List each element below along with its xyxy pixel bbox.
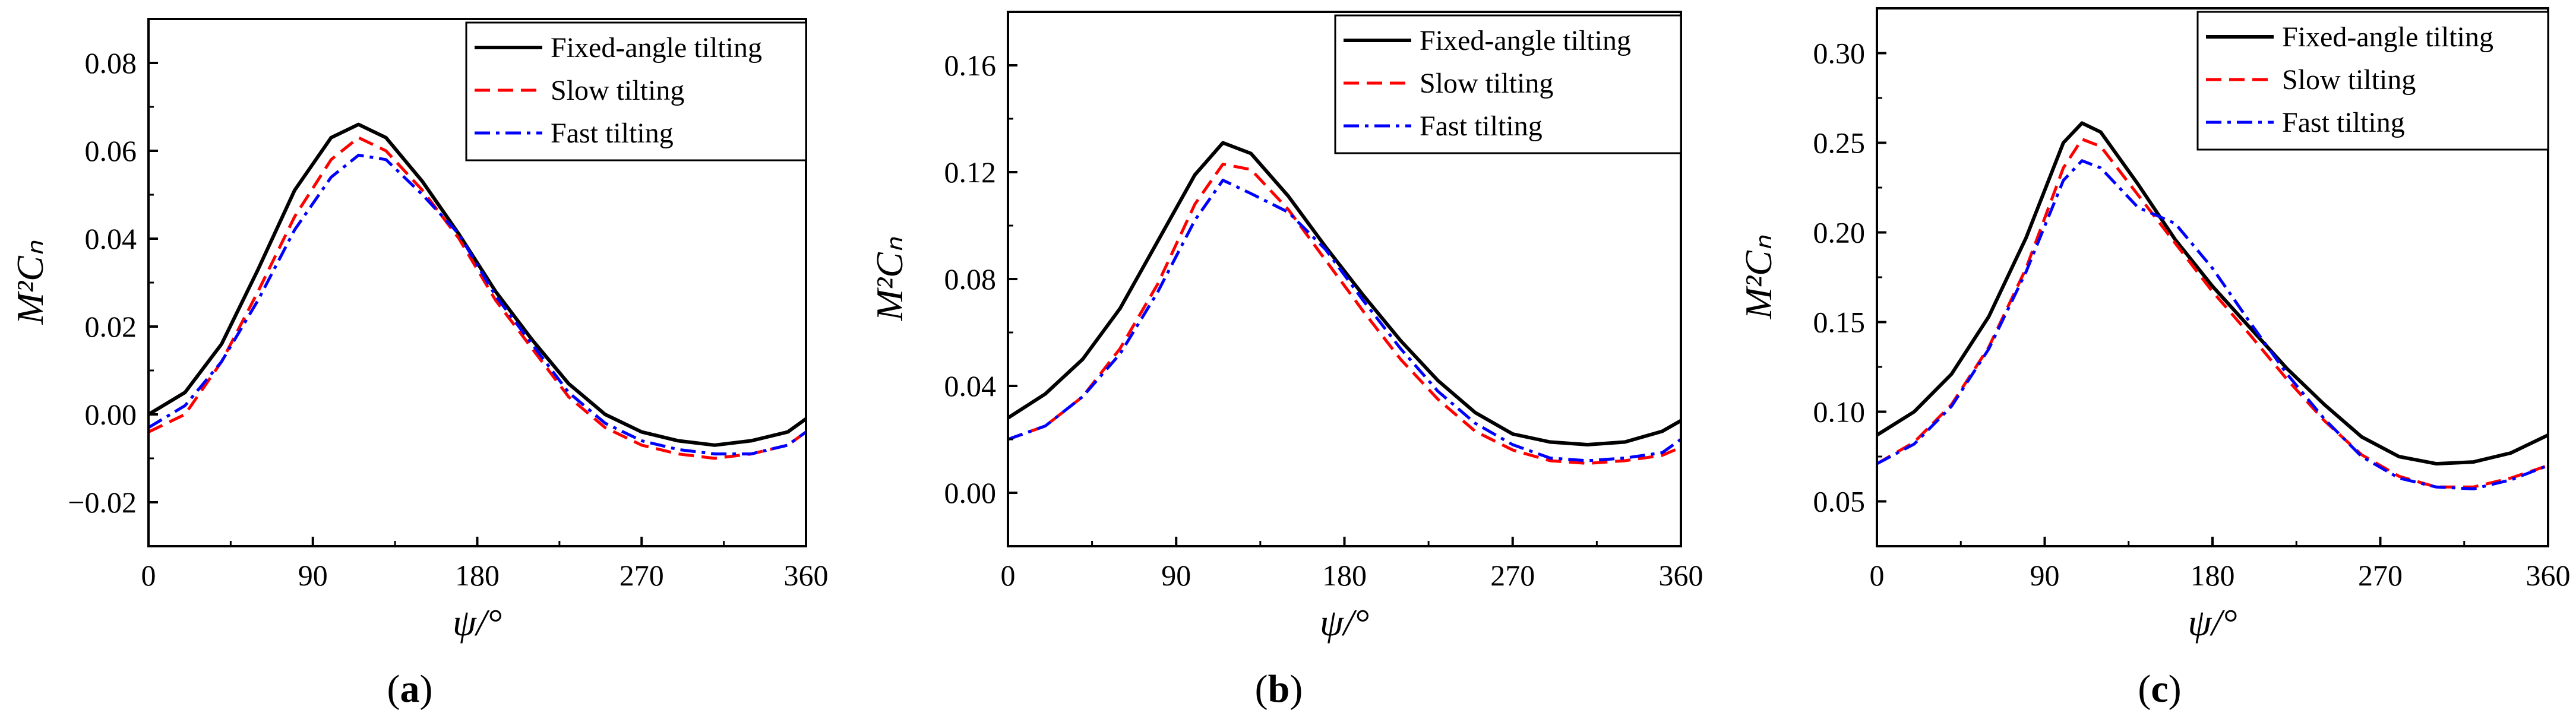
y-tick-label: 0.08 xyxy=(944,262,997,296)
series-line-fixed xyxy=(1008,141,1681,446)
x-tick-label: 90 xyxy=(2030,559,2060,592)
y-axis-title: M²Cₙ xyxy=(868,236,911,321)
y-tick-label: 0.06 xyxy=(85,134,137,167)
x-tick-label: 0 xyxy=(1870,559,1885,592)
x-tick-label: 270 xyxy=(1490,559,1535,592)
x-tick-label: 180 xyxy=(2191,559,2235,592)
series-line-fixed xyxy=(148,122,806,447)
y-tick-label: 0.05 xyxy=(1813,485,1866,518)
series-line-slow xyxy=(1008,163,1681,465)
x-tick-label: 0 xyxy=(141,559,156,592)
panel-label: (b) xyxy=(1255,667,1303,711)
y-tick-label: 0.08 xyxy=(85,46,137,80)
x-tick-label: 180 xyxy=(455,559,500,592)
x-tick-label: 90 xyxy=(1161,559,1191,592)
y-tick-label: 0.04 xyxy=(85,222,137,255)
y-tick-label: 0.25 xyxy=(1813,126,1866,160)
y-tick-label: 0.04 xyxy=(944,369,997,403)
x-tick-label: 360 xyxy=(784,559,829,592)
chart-panel-a: 0 90 180 270 360 −0.02 0.00 0.02 0.04 0.06 0.08 ψ/°… xyxy=(9,18,829,711)
y-tick-label: 0.30 xyxy=(1813,37,1866,70)
legend-label: Fast tilting xyxy=(551,118,674,149)
y-tick-label: 0.00 xyxy=(85,398,137,431)
x-tick-label: 360 xyxy=(2526,559,2571,592)
y-axis-title: M²Cₙ xyxy=(9,240,51,325)
legend-label: Slow tilting xyxy=(2282,64,2416,96)
y-tick-label: 0.00 xyxy=(944,476,997,509)
legend-label: Fixed-angle tilting xyxy=(2282,21,2493,53)
legend-label: Fast tilting xyxy=(2282,107,2405,138)
chart-panel-c: 0 90 180 270 360 0.05 0.10 0.15 0.20 0.25 0.30 ψ/° M… xyxy=(1737,7,2571,711)
series-line-fixed xyxy=(1877,121,2548,466)
x-axis-title: ψ/° xyxy=(2188,601,2237,644)
y-tick-label: 0.20 xyxy=(1813,216,1866,249)
legend-label: Slow tilting xyxy=(1420,68,1553,99)
legend: Fixed-angle tilting Slow tilting Fast tilt… xyxy=(2196,11,2549,151)
y-tick-label: −0.02 xyxy=(68,486,137,519)
x-tick-label: 270 xyxy=(619,559,664,592)
series-line-slow xyxy=(1877,138,2548,489)
x-tick-label: 90 xyxy=(298,559,328,592)
legend-label: Fixed-angle tilting xyxy=(551,32,762,64)
series-line-slow xyxy=(148,136,806,460)
y-tick-label: 0.16 xyxy=(944,49,997,82)
x-tick-label: 180 xyxy=(1322,559,1367,592)
x-tick-label: 270 xyxy=(2358,559,2403,592)
legend: Fixed-angle tilting Slow tilting Fast tilt… xyxy=(1334,14,1682,154)
legend-label: Fixed-angle tilting xyxy=(1420,25,1631,56)
y-axis-title: M²Cₙ xyxy=(1737,235,1780,319)
x-tick-label: 360 xyxy=(1659,559,1703,592)
series-line-fast xyxy=(1008,179,1681,462)
y-tick-label: 0.02 xyxy=(85,310,137,343)
legend-label: Fast tilting xyxy=(1420,110,1543,142)
y-tick-label: 0.12 xyxy=(944,156,997,189)
chart-panel-b: 0 90 180 270 360 0.00 0.04 0.08 0.12 0.16 ψ/° M²Cₙ (… xyxy=(868,11,1703,711)
x-axis-title: ψ/° xyxy=(1320,601,1369,644)
series-line-fast xyxy=(1877,159,2548,490)
x-tick-label: 0 xyxy=(1001,559,1016,592)
panel-label: (c) xyxy=(2138,667,2181,711)
y-tick-label: 0.10 xyxy=(1813,395,1866,429)
y-tick-label: 0.15 xyxy=(1813,306,1866,339)
legend: Fixed-angle tilting Slow tilting Fast tilt… xyxy=(465,21,807,161)
series-line-fast xyxy=(148,153,806,456)
panel-label: (a) xyxy=(387,667,433,711)
legend-label: Slow tilting xyxy=(551,75,684,106)
x-axis-title: ψ/° xyxy=(453,601,502,644)
